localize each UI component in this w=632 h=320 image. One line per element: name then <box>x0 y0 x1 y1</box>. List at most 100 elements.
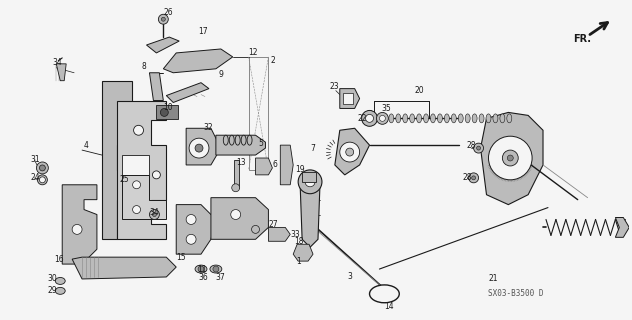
Circle shape <box>133 181 140 189</box>
Circle shape <box>340 142 360 162</box>
Polygon shape <box>186 128 221 165</box>
Text: 8: 8 <box>142 62 146 71</box>
Circle shape <box>377 112 389 124</box>
Polygon shape <box>480 112 543 204</box>
Text: 36: 36 <box>198 274 208 283</box>
Ellipse shape <box>241 135 246 145</box>
Ellipse shape <box>500 114 505 123</box>
Circle shape <box>252 225 260 233</box>
Text: 21: 21 <box>489 275 498 284</box>
Text: 25: 25 <box>119 175 130 184</box>
Text: 11: 11 <box>197 265 207 274</box>
Circle shape <box>502 150 518 166</box>
Text: 33: 33 <box>290 230 300 239</box>
Text: 10: 10 <box>163 103 173 112</box>
Circle shape <box>346 148 354 156</box>
Text: 30: 30 <box>47 275 57 284</box>
Text: 34: 34 <box>52 58 62 67</box>
Circle shape <box>473 143 483 153</box>
Text: 32: 32 <box>203 123 212 132</box>
Circle shape <box>213 266 219 272</box>
Circle shape <box>72 224 82 234</box>
Circle shape <box>133 210 143 220</box>
Ellipse shape <box>37 175 47 185</box>
Text: 27: 27 <box>269 220 278 229</box>
Text: 1: 1 <box>296 257 301 266</box>
Text: 9: 9 <box>219 70 224 79</box>
Circle shape <box>232 184 240 192</box>
Ellipse shape <box>507 114 512 123</box>
Polygon shape <box>56 64 66 81</box>
Text: 12: 12 <box>248 48 258 57</box>
Polygon shape <box>102 81 131 239</box>
Polygon shape <box>248 57 269 170</box>
Polygon shape <box>340 89 360 108</box>
Polygon shape <box>72 257 176 279</box>
Text: 26: 26 <box>163 8 173 17</box>
Text: 6: 6 <box>272 160 277 170</box>
Ellipse shape <box>410 114 415 123</box>
Circle shape <box>133 125 143 135</box>
Ellipse shape <box>229 135 234 145</box>
Circle shape <box>231 210 241 220</box>
Text: 5: 5 <box>258 139 264 148</box>
Polygon shape <box>616 218 629 237</box>
Ellipse shape <box>430 114 435 123</box>
Text: 34: 34 <box>149 208 159 217</box>
Circle shape <box>195 144 203 152</box>
Ellipse shape <box>416 114 422 123</box>
Text: 4: 4 <box>84 140 89 150</box>
Text: 28: 28 <box>466 140 476 150</box>
Ellipse shape <box>493 114 498 123</box>
Text: 3: 3 <box>348 272 353 282</box>
Ellipse shape <box>235 135 240 145</box>
Text: SX03-B3500 D: SX03-B3500 D <box>489 289 544 298</box>
Bar <box>234 160 239 188</box>
Circle shape <box>362 110 377 126</box>
Ellipse shape <box>437 114 442 123</box>
Circle shape <box>469 173 478 183</box>
Circle shape <box>152 212 156 217</box>
Text: 16: 16 <box>54 255 64 264</box>
Ellipse shape <box>444 114 449 123</box>
Text: 13: 13 <box>236 158 245 167</box>
Ellipse shape <box>195 265 207 273</box>
Polygon shape <box>255 158 272 175</box>
Ellipse shape <box>403 114 408 123</box>
Circle shape <box>379 116 386 121</box>
Polygon shape <box>122 175 166 220</box>
Polygon shape <box>149 73 163 100</box>
Polygon shape <box>281 145 293 185</box>
Circle shape <box>152 171 161 179</box>
Ellipse shape <box>479 114 484 123</box>
Ellipse shape <box>247 135 252 145</box>
Ellipse shape <box>458 114 463 123</box>
Bar <box>302 172 316 182</box>
Polygon shape <box>176 204 216 254</box>
Circle shape <box>305 177 315 187</box>
Ellipse shape <box>396 114 401 123</box>
Circle shape <box>507 155 513 161</box>
Ellipse shape <box>55 277 65 284</box>
Polygon shape <box>216 135 265 155</box>
Text: 2: 2 <box>270 56 275 65</box>
Ellipse shape <box>223 135 228 145</box>
Ellipse shape <box>55 287 65 294</box>
Ellipse shape <box>465 114 470 123</box>
Circle shape <box>471 176 476 180</box>
Polygon shape <box>117 100 166 239</box>
Circle shape <box>161 108 168 116</box>
Text: 35: 35 <box>382 104 391 113</box>
Bar <box>156 106 178 119</box>
Polygon shape <box>211 198 269 239</box>
Text: 22: 22 <box>358 114 367 123</box>
Text: 29: 29 <box>47 286 57 295</box>
Text: 24: 24 <box>30 173 40 182</box>
Circle shape <box>198 266 204 272</box>
Polygon shape <box>147 37 179 53</box>
Ellipse shape <box>472 114 477 123</box>
Circle shape <box>186 234 196 244</box>
Circle shape <box>298 170 322 194</box>
Circle shape <box>39 177 46 183</box>
Text: 15: 15 <box>176 253 186 262</box>
